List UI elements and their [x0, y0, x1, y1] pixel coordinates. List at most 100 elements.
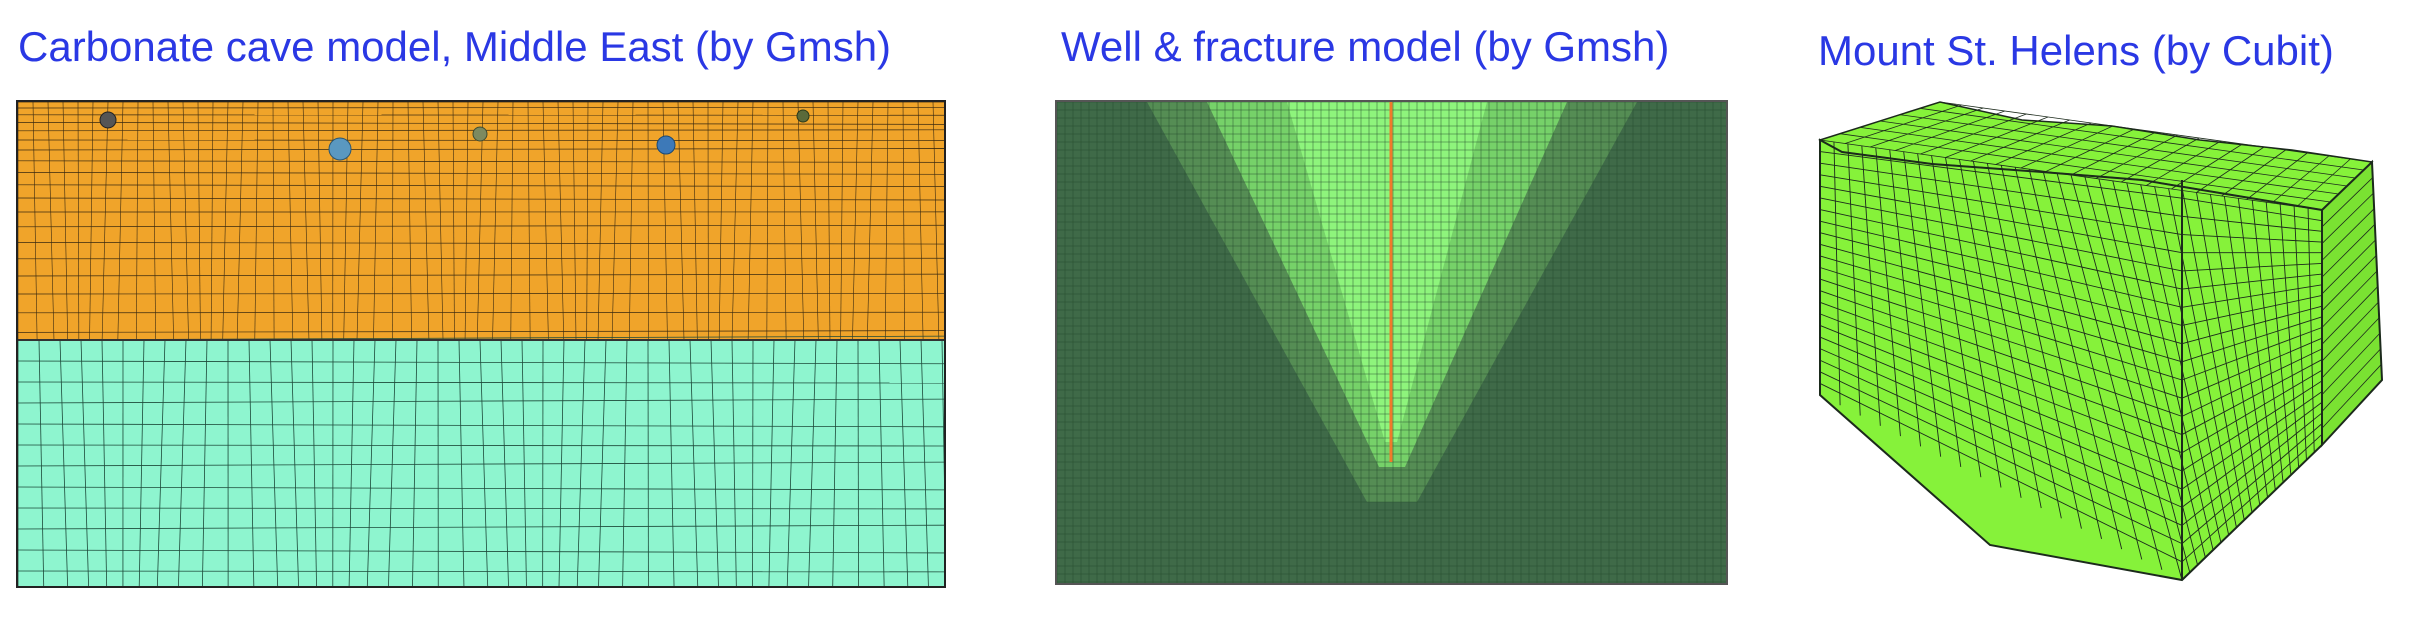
mesh-line — [373, 102, 379, 341]
cave-mesh-svg — [18, 102, 944, 586]
mesh-line — [32, 102, 38, 341]
mesh-line — [412, 339, 418, 586]
mesh-line — [2168, 188, 2237, 528]
mesh-line — [248, 339, 255, 586]
mesh-line — [2140, 184, 2222, 543]
mesh-line — [18, 257, 944, 260]
mesh-line — [156, 339, 166, 586]
mesh-line — [2112, 180, 2206, 558]
mesh-line — [197, 102, 201, 341]
mesh-line — [1819, 278, 2183, 399]
mesh-line — [857, 339, 859, 586]
mesh-line — [832, 339, 838, 586]
mesh-line — [2181, 262, 2323, 272]
mesh-line — [1819, 197, 2183, 272]
mesh-line — [2056, 172, 2163, 570]
cave-upper-layer — [18, 102, 944, 340]
mesh-line — [2321, 286, 2379, 345]
mesh-line — [178, 339, 187, 586]
mesh-line — [1931, 155, 1982, 478]
mesh-line — [1899, 114, 2356, 179]
helens-model-title: Mount St. Helens (by Cubit) — [1818, 27, 2334, 74]
mesh-line — [2084, 176, 2191, 573]
mesh-line — [388, 339, 397, 586]
mesh-line — [1819, 243, 2183, 345]
mesh-line — [884, 102, 889, 341]
mesh-line — [59, 339, 69, 586]
mesh-line — [2181, 423, 2323, 544]
mesh-line — [236, 102, 244, 341]
mesh-line — [2321, 192, 2374, 244]
mesh-line — [628, 102, 634, 341]
mesh-line — [2265, 202, 2292, 476]
mesh-line — [18, 570, 944, 573]
mesh-line — [1819, 359, 2183, 526]
mesh-line — [510, 102, 514, 341]
mesh-line — [812, 102, 819, 341]
mesh-line — [182, 102, 189, 341]
mesh-line — [941, 339, 944, 481]
mesh-line — [2321, 255, 2377, 311]
mesh-line — [878, 339, 885, 586]
mesh-line — [18, 398, 944, 404]
mesh-line — [452, 102, 455, 341]
mesh-line — [1819, 232, 2183, 326]
mesh-line — [2321, 333, 2381, 395]
mesh-line — [1986, 163, 2062, 519]
mesh-line — [2321, 270, 2378, 328]
mesh-line — [2307, 208, 2315, 453]
mesh-line — [527, 102, 531, 341]
mesh-line — [611, 102, 619, 341]
mesh-line — [576, 339, 586, 586]
mesh-line — [2014, 167, 2102, 539]
helens-mesh-svg — [1818, 101, 2384, 582]
mesh-line — [1819, 162, 2183, 217]
mesh-line — [1889, 149, 1922, 447]
mesh-line — [782, 102, 787, 341]
mesh-line — [2181, 284, 2323, 308]
mesh-line — [2181, 197, 2323, 222]
mesh-line — [287, 102, 294, 341]
mesh-line — [201, 339, 208, 586]
mesh-line — [1819, 255, 2183, 363]
mesh-line — [747, 102, 754, 341]
mesh-line — [1819, 301, 2183, 435]
mesh-line — [222, 102, 229, 341]
mesh-line — [2321, 317, 2380, 379]
mesh-line — [1819, 185, 2183, 254]
mesh-line — [18, 549, 944, 554]
cave-void-marker — [99, 111, 117, 129]
mesh-line — [167, 102, 174, 341]
well-model-title: Well & fracture model (by Gmsh) — [1061, 23, 1670, 70]
mesh-line — [47, 102, 55, 341]
mesh-line — [18, 107, 944, 109]
cave-upper-mesh — [18, 102, 944, 341]
mesh-line — [2181, 380, 2323, 472]
mesh-line — [917, 102, 924, 341]
mesh-line — [731, 102, 739, 341]
mesh-line — [827, 102, 831, 341]
mesh-line — [598, 339, 607, 586]
mesh-line — [500, 339, 509, 586]
mesh-line — [1819, 290, 2183, 417]
mesh-line — [1819, 209, 2183, 290]
mesh-line — [62, 102, 68, 341]
mesh-line — [1833, 141, 1841, 406]
mesh-line — [1819, 383, 2183, 563]
mesh-line — [1859, 126, 2339, 195]
mesh-line — [101, 339, 108, 586]
mesh-line — [1875, 147, 1901, 437]
mesh-line — [492, 102, 499, 341]
mesh-line — [1819, 174, 2183, 235]
mesh-line — [18, 311, 944, 314]
mesh-line — [392, 102, 394, 341]
mesh-line — [2070, 174, 2183, 581]
mesh-line — [77, 102, 80, 341]
mesh-line — [920, 339, 929, 586]
mesh-line — [1847, 143, 1861, 416]
mesh-line — [1819, 348, 2183, 508]
mesh-line — [18, 242, 944, 245]
mesh-line — [2321, 239, 2376, 295]
mesh-line — [2293, 206, 2307, 461]
mesh-line — [366, 339, 376, 586]
